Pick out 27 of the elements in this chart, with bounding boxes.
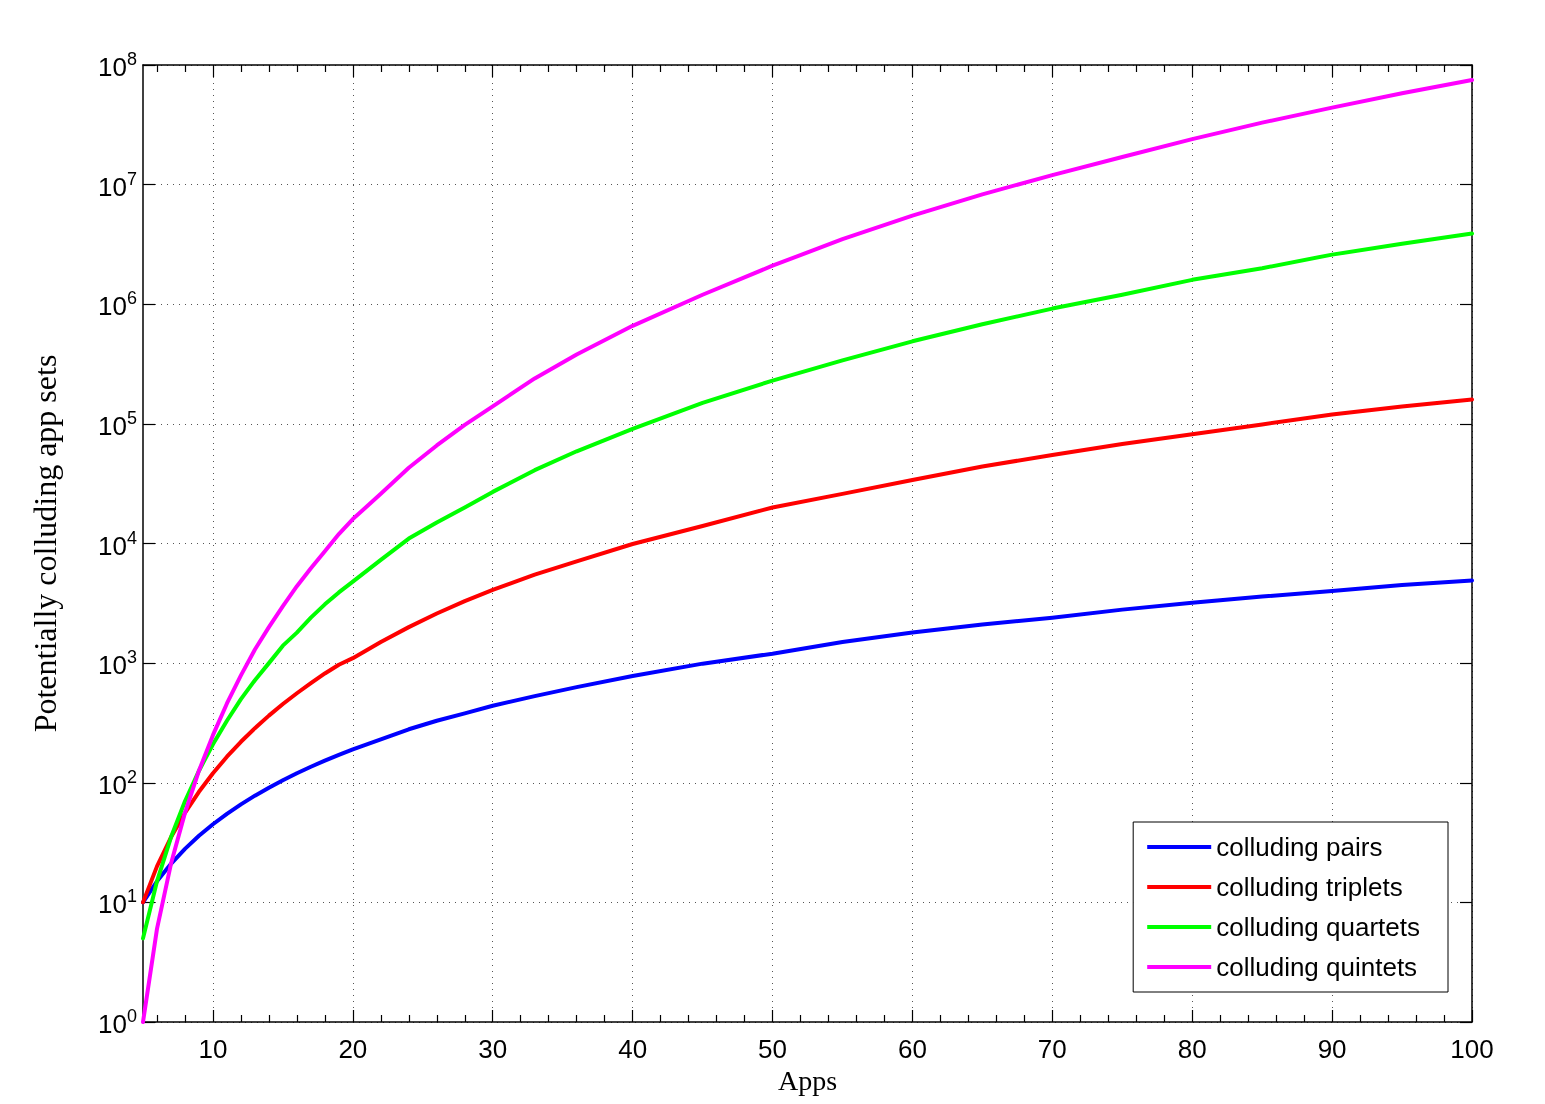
legend-label: colluding triplets <box>1216 872 1403 902</box>
legend-label: colluding quartets <box>1216 912 1421 942</box>
x-tick-label: 70 <box>1037 1034 1067 1064</box>
y-tick-label: 10$^{4}$ <box>98 527 137 561</box>
x-tick-label: 60 <box>897 1034 927 1064</box>
x-axis-title: Apps <box>777 1065 838 1097</box>
x-tick-label: 80 <box>1177 1034 1207 1064</box>
y-tick-label: 10$^{3}$ <box>98 647 137 681</box>
y-tick-label: 10$^{5}$ <box>98 407 137 441</box>
y-tick-label: 10$^{0}$ <box>98 1006 137 1039</box>
legend-label: colluding quintets <box>1216 952 1418 982</box>
y-tick-label: 10$^{6}$ <box>98 288 137 322</box>
x-tick-label: 20 <box>338 1034 368 1064</box>
x-tick-label: 100 <box>1450 1034 1494 1064</box>
y-tick-label: 10$^{2}$ <box>98 766 137 800</box>
x-tick-label: 50 <box>758 1034 787 1064</box>
line-series <box>141 397 1474 905</box>
legend-label: colluding pairs <box>1216 832 1383 862</box>
y-tick-label: 10$^{8}$ <box>98 49 137 82</box>
x-tick-label: 40 <box>618 1034 648 1064</box>
x-tick-label: 10 <box>198 1034 228 1064</box>
x-tick-label: 90 <box>1317 1034 1347 1064</box>
y-tick-label: 10$^{1}$ <box>98 886 137 920</box>
y-axis-title: Potentially colluding app sets <box>27 354 63 733</box>
x-tick-label: 30 <box>478 1034 508 1064</box>
line-series <box>141 231 1474 941</box>
y-tick-label: 10$^{7}$ <box>98 168 137 202</box>
